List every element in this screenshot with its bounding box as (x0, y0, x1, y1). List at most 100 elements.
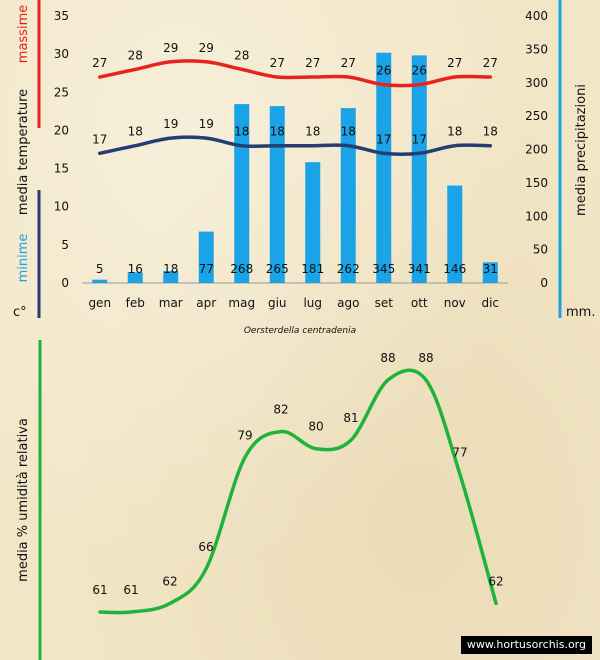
humidity-data-label: 62 (162, 574, 177, 588)
rain-bar (482, 262, 498, 283)
x-tick-label: ago (337, 296, 359, 310)
rain-data-label: 77 (199, 262, 214, 276)
humidity-data-label: 82 (273, 403, 288, 417)
rain-bar (92, 279, 108, 283)
left-axis-label-main: media temperature (16, 89, 31, 215)
tmin-data-label: 17 (412, 132, 427, 146)
humidity-data-label: 79 (237, 428, 252, 442)
right-tick-label: 400 (525, 9, 548, 23)
rain-data-label: 265 (266, 262, 289, 276)
rain-data-label: 262 (337, 262, 360, 276)
right-tick-label: 50 (533, 243, 548, 257)
right-axis-unit: mm. (566, 305, 595, 320)
x-tick-label: lug (303, 296, 322, 310)
right-tick-label: 200 (525, 143, 548, 157)
tmin-data-label: 18 (128, 125, 143, 139)
left-tick-label: 10 (54, 200, 69, 214)
humidity-data-label: 61 (92, 583, 107, 597)
tmin-data-label: 18 (447, 125, 462, 139)
rain-data-label: 5 (96, 262, 104, 276)
x-tick-label: mar (159, 296, 183, 310)
tmin-data-label: 17 (376, 132, 391, 146)
left-tick-label: 20 (54, 123, 69, 137)
humidity-line (98, 368, 498, 615)
rain-data-label: 18 (163, 262, 178, 276)
tmin-data-label: 18 (483, 125, 498, 139)
rain-bar (234, 104, 250, 283)
top-plot-area: 05101520253035050100150200250300350400ge… (54, 9, 548, 310)
humidity-data-label: 66 (198, 540, 213, 554)
left-tick-label: 25 (54, 85, 69, 99)
left-tick-label: 15 (54, 162, 69, 176)
rain-data-label: 31 (483, 262, 498, 276)
tmax-data-label: 27 (270, 56, 285, 70)
rain-bar (127, 272, 143, 283)
left-tick-label: 0 (61, 276, 69, 290)
x-tick-label: nov (444, 296, 466, 310)
tmax-line (98, 59, 493, 88)
tmax-data-label: 27 (483, 56, 498, 70)
x-tick-label: dic (481, 296, 499, 310)
humidity-data-label: 62 (488, 574, 503, 588)
left-axis-unit: c° (13, 305, 27, 320)
x-tick-label: giu (268, 296, 287, 310)
humidity-data-label: 77 (452, 446, 467, 460)
right-tick-label: 0 (540, 276, 548, 290)
left-tick-label: 35 (54, 9, 69, 23)
tmax-data-label: 29 (163, 41, 178, 55)
bottom-plot-area: 61 61 62 66 79 82 80 81 88 88 77 62 (92, 351, 504, 615)
chart-caption: Oersterdella centradenia (244, 326, 356, 336)
rain-bar (198, 231, 214, 283)
rain-bar (340, 108, 356, 284)
tmin-data-label: 18 (341, 125, 356, 139)
tmin-data-label: 17 (92, 132, 107, 146)
tmax-data-label: 26 (412, 64, 427, 78)
humidity-data-label: 81 (343, 411, 358, 425)
tmin-line (98, 135, 493, 157)
tmin-data-label: 19 (199, 117, 214, 131)
tmin-data-label: 19 (163, 117, 178, 131)
right-tick-label: 300 (525, 76, 548, 90)
tmax-data-label: 27 (305, 56, 320, 70)
humidity-data-label: 88 (380, 351, 395, 365)
left-tick-label: 5 (61, 238, 69, 252)
right-tick-label: 150 (525, 176, 548, 190)
rain-data-label: 181 (301, 262, 324, 276)
watermark: www.hortusorchis.org (460, 636, 592, 654)
right-axis-label: media precipitazioni (574, 84, 589, 216)
tmax-data-label: 27 (92, 56, 107, 70)
left-axis-label-min: minime (16, 234, 31, 283)
tmax-data-label: 26 (376, 64, 391, 78)
x-tick-label: apr (196, 296, 216, 310)
x-tick-label: feb (126, 296, 145, 310)
rain-data-label: 16 (128, 262, 143, 276)
right-tick-label: 350 (525, 42, 548, 56)
rain-data-label: 146 (443, 262, 466, 276)
humidity-axis-label: media % umidità relativa (16, 418, 31, 582)
rain-bar (305, 162, 321, 283)
left-axis-label-max: massime (16, 5, 31, 63)
left-tick-label: 30 (54, 47, 69, 61)
tmax-data-label: 27 (447, 56, 462, 70)
rain-data-label: 341 (408, 262, 431, 276)
humidity-data-label: 80 (308, 420, 323, 434)
tmin-data-label: 18 (270, 125, 285, 139)
tmax-data-label: 29 (199, 41, 214, 55)
rain-bar (269, 106, 285, 283)
rain-data-label: 268 (230, 262, 253, 276)
rain-bar (411, 55, 427, 283)
x-tick-label: gen (88, 296, 111, 310)
x-tick-label: set (375, 296, 394, 310)
rain-data-label: 345 (372, 262, 395, 276)
x-tick-label: mag (228, 296, 255, 310)
tmin-data-label: 18 (305, 125, 320, 139)
humidity-data-label: 88 (418, 351, 433, 365)
x-tick-label: ott (411, 296, 428, 310)
tmax-data-label: 28 (234, 48, 249, 62)
tmax-data-label: 27 (341, 56, 356, 70)
right-tick-label: 100 (525, 209, 548, 223)
rain-bar (376, 52, 392, 284)
tmin-data-label: 18 (234, 125, 249, 139)
